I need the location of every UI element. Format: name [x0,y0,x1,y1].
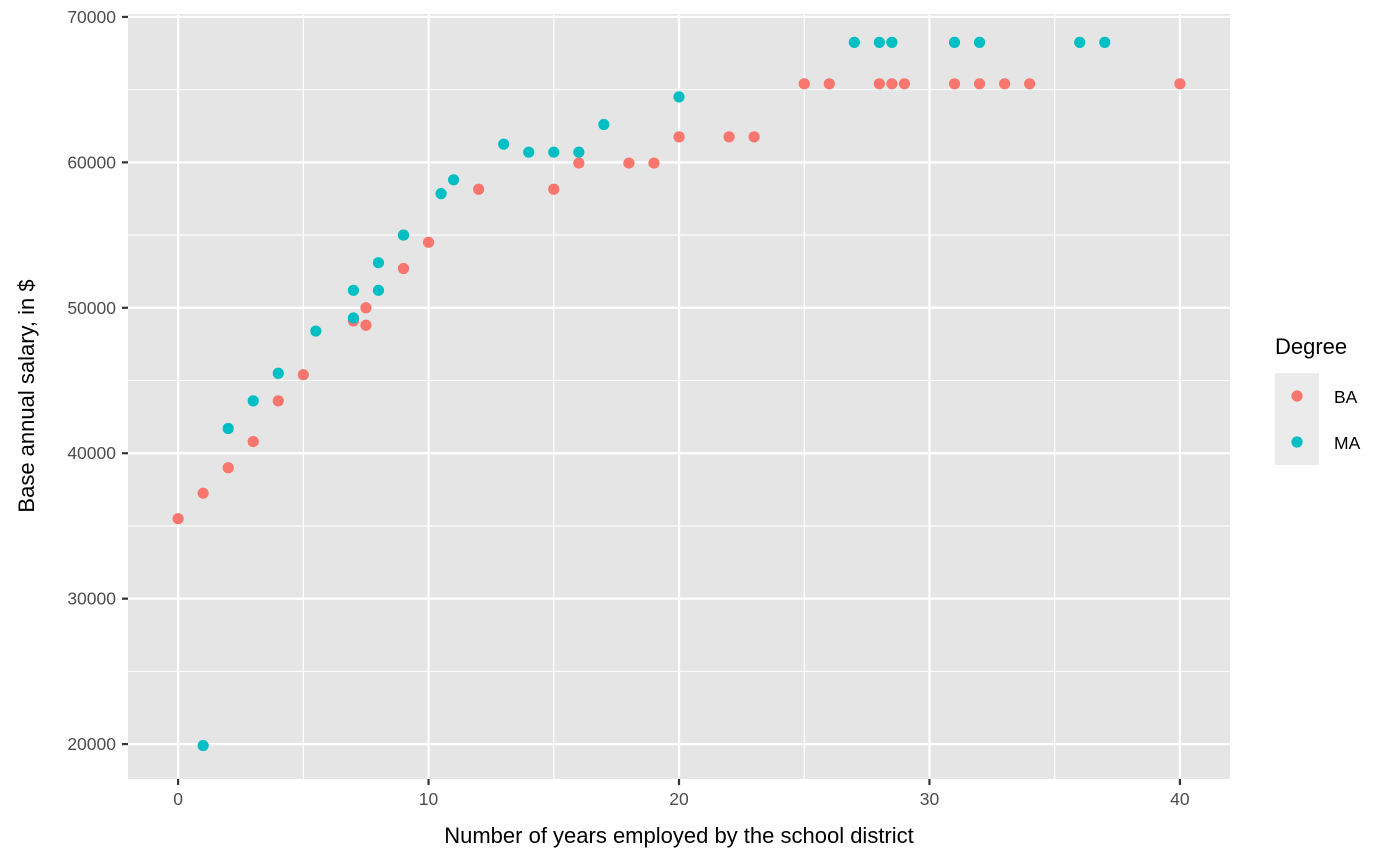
data-point-ma [347,284,360,296]
data-point-ma [372,284,385,296]
data-point-ma [397,229,410,241]
data-point-ba [1174,78,1186,90]
data-point-ba [886,78,898,90]
data-point-ba [172,513,184,525]
data-point-ma [310,325,322,337]
data-point-ma [435,188,447,200]
legend-label: MA [1334,433,1361,453]
y-tick-label: 60000 [67,152,116,172]
data-points [172,36,1186,752]
data-point-ba [473,183,485,195]
data-point-ba [247,435,259,448]
data-point-ba [1024,78,1036,90]
data-point-ba [673,131,685,143]
y-tick-label: 40000 [67,443,116,463]
data-point-ma [873,36,885,48]
data-point-ba [748,131,760,143]
legend-item-ma: MA [1275,419,1361,465]
x-tick-label: 0 [173,789,183,809]
data-point-ma [498,138,510,150]
data-point-ma [673,91,685,103]
data-point-ba [573,157,585,169]
y-tick-label: 20000 [67,734,116,754]
data-point-ma [222,422,234,435]
legend-label: BA [1334,387,1358,407]
data-point-ba [297,369,309,381]
x-tick-label: 20 [669,789,689,809]
data-point-ba [973,78,986,90]
data-point-ba [272,395,284,407]
data-point-ma [598,118,610,131]
legend-key-marker [1291,390,1303,402]
data-point-ba [360,302,372,314]
data-point-ba [998,78,1011,90]
series-ma [197,36,1111,752]
data-point-ma [197,739,209,752]
x-tick-label: 10 [419,789,439,809]
data-point-ma [523,146,535,158]
y-tick-label: 70000 [67,7,116,27]
data-point-ba [798,78,810,90]
data-point-ba [548,183,560,195]
legend-item-ba: BA [1275,373,1358,419]
data-point-ma [948,36,961,48]
data-point-ma [1099,36,1111,48]
data-point-ma [247,395,259,407]
y-axis-title: Base annual salary, in $ [14,279,39,512]
data-point-ba [197,487,209,499]
legend-items: BA MA [1275,373,1361,465]
data-point-ba [823,78,835,90]
legend-title: Degree [1275,334,1347,359]
data-point-ma [886,36,898,48]
data-point-ba [397,262,410,275]
data-point-ba [623,157,635,169]
data-point-ba [873,78,885,90]
data-point-ma [973,36,986,48]
data-point-ba [648,157,660,169]
x-tick-label: 30 [920,789,940,809]
data-point-ma [372,257,385,269]
data-point-ma [1074,36,1086,48]
data-point-ma [548,146,560,158]
data-point-ma [447,174,460,186]
grid-lines [128,14,1230,779]
y-tick-label: 50000 [67,298,116,318]
data-point-ma [347,312,360,324]
y-tick-label: 30000 [67,589,116,609]
data-point-ba [222,462,234,474]
axes: 0 10 20 30 40 20000 30000 40000 50000 60000 70000 [67,7,1190,809]
data-point-ba [898,78,911,90]
data-point-ba [948,78,961,90]
x-axis-title: Number of years employed by the school d… [444,823,914,848]
data-point-ba [360,319,372,331]
data-point-ma [272,367,284,379]
legend-key-marker [1291,436,1303,448]
x-tick-label: 40 [1170,789,1190,809]
data-point-ma [573,146,585,158]
data-point-ba [723,131,735,143]
legend: Degree BA MA [1275,334,1361,465]
data-point-ba [422,236,435,248]
data-point-ma [848,36,860,48]
